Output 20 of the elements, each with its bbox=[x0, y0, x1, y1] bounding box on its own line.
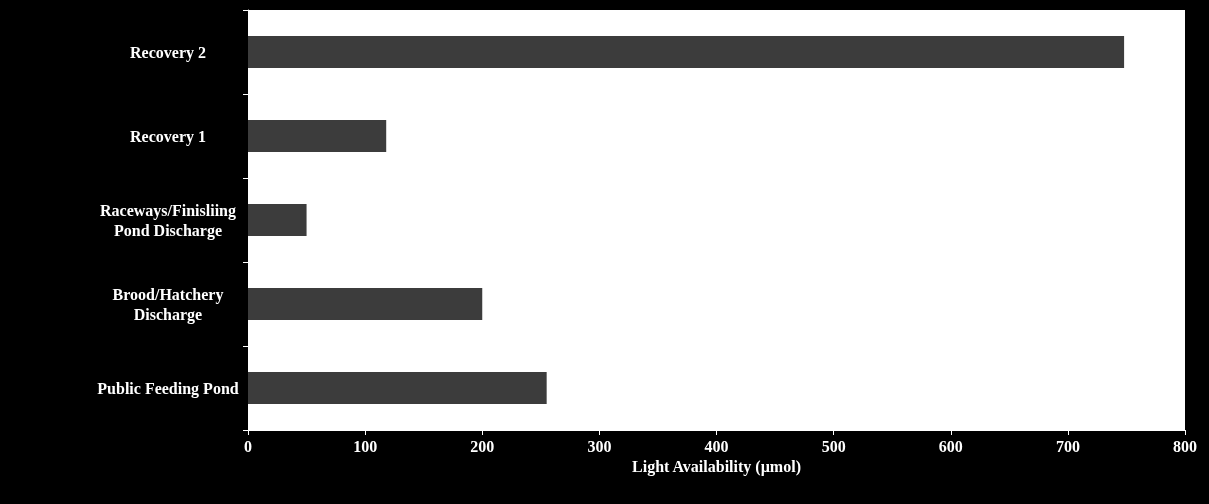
bar bbox=[248, 372, 547, 404]
bar bbox=[248, 120, 387, 152]
x-tick-label: 200 bbox=[470, 437, 495, 455]
x-tick-label: 400 bbox=[704, 437, 729, 455]
y-tick-label: Brood/Hatchery Discharge bbox=[112, 285, 224, 324]
x-axis-title: Light Availability (µmol) bbox=[632, 458, 801, 477]
y-tick-label: Recovery 1 bbox=[130, 127, 206, 146]
y-tick-label: Public Feeding Pond bbox=[97, 379, 239, 398]
bar bbox=[248, 204, 307, 236]
x-tick-label: 100 bbox=[353, 437, 378, 455]
x-tick-label: 300 bbox=[587, 437, 612, 455]
x-tick-label: 0 bbox=[244, 437, 252, 455]
x-tick-label: 700 bbox=[1055, 437, 1080, 455]
y-tick-label: Recovery 2 bbox=[130, 43, 206, 62]
y-tick-label: Raceways/Finisliing Pond Discharge bbox=[99, 201, 237, 240]
bar bbox=[248, 36, 1125, 68]
x-tick-label: 600 bbox=[938, 437, 963, 455]
x-tick-label: 500 bbox=[821, 437, 846, 455]
x-tick-label: 800 bbox=[1173, 437, 1197, 455]
bar bbox=[248, 288, 483, 320]
